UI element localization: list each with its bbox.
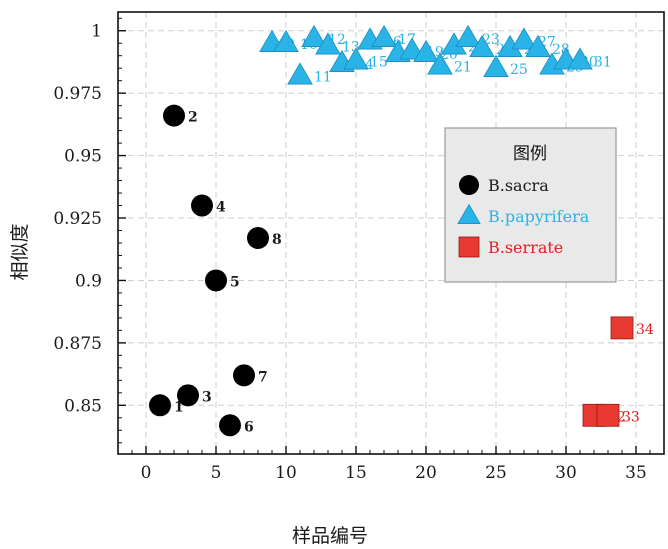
legend-square-swatch — [458, 236, 480, 258]
x-tick-label: 30 — [555, 463, 577, 483]
circle-point — [205, 269, 227, 292]
triangle-point — [511, 27, 537, 50]
point-label: 3 — [202, 389, 212, 405]
legend-items: B.sacra B.papyrifera B.serrate — [457, 175, 590, 258]
point-label: 8 — [272, 232, 282, 248]
y-tick-label: 1 — [91, 22, 102, 42]
circle-point — [163, 104, 185, 127]
data-marks: 1234567891011121314151617181920212223242… — [149, 24, 654, 437]
x-tick-label: 15 — [345, 463, 367, 483]
legend: 图例 B.sacra B.papyrifera B.serrate — [444, 127, 617, 283]
point-label: 15 — [370, 55, 388, 71]
point-label: 33 — [622, 409, 640, 425]
circle-point — [247, 226, 269, 249]
triangle-point — [301, 24, 327, 47]
circle-point — [149, 394, 171, 417]
triangle-point — [413, 39, 439, 62]
triangle-point — [273, 29, 299, 52]
series-b-serrate: 323334 — [582, 316, 654, 427]
point-label: 2 — [188, 110, 198, 126]
triangle-point — [343, 47, 369, 70]
x-axis-title: 样品编号 — [292, 525, 368, 547]
triangle-point — [525, 34, 551, 57]
point-label: 5 — [230, 274, 240, 290]
y-tick-label: 0.9 — [75, 271, 102, 291]
y-tick-label: 0.975 — [53, 84, 102, 104]
legend-title: 图例 — [513, 144, 547, 164]
triangle-point — [483, 54, 509, 77]
triangle-point — [427, 52, 453, 75]
point-label: 25 — [510, 62, 528, 78]
square-point — [610, 316, 634, 340]
y-tick-label: 0.875 — [53, 334, 102, 354]
plot-area — [117, 11, 665, 455]
triangle-point — [315, 32, 341, 55]
triangle-point — [567, 47, 593, 70]
square-point — [596, 403, 620, 427]
point-label: 4 — [216, 200, 226, 216]
series-b-papyrifera: 9101112131415161718192021222324252627282… — [259, 24, 612, 86]
x-tick-label: 5 — [211, 463, 222, 483]
triangle-point — [455, 24, 481, 47]
point-label: 11 — [314, 70, 332, 86]
y-tick-label: 0.85 — [64, 396, 102, 416]
point-label: 1 — [174, 399, 184, 415]
y-axis-title: 相似度 — [9, 223, 31, 280]
axis-ticks: 0 5 10 15 20 25 30 350.850.8750.90.9250.950.975… — [53, 17, 665, 483]
legend-triangle-swatch — [457, 203, 481, 225]
series-b-sacra: 1 2 3 4 5 6 7 8 — [149, 104, 282, 437]
y-tick-label: 0.925 — [53, 209, 102, 229]
x-tick-label: 10 — [275, 463, 297, 483]
triangle-point — [287, 62, 313, 85]
triangle-point — [469, 34, 495, 57]
point-label: 21 — [454, 60, 472, 76]
point-label: 7 — [258, 369, 268, 385]
x-tick-label: 35 — [625, 463, 647, 483]
legend-circle-swatch — [459, 175, 479, 195]
x-tick-label: 20 — [415, 463, 437, 483]
triangle-point — [371, 24, 397, 47]
point-label: 6 — [244, 419, 254, 435]
circle-point — [177, 384, 199, 407]
circle-point — [219, 414, 241, 437]
x-tick-label: 25 — [485, 463, 507, 483]
point-label: 34 — [636, 322, 654, 338]
legend-label: B.serrate — [488, 238, 563, 257]
y-tick-label: 0.95 — [64, 147, 102, 167]
point-label: 31 — [594, 55, 612, 71]
legend-label: B.sacra — [488, 176, 549, 195]
x-tick-label: 0 — [141, 463, 152, 483]
circle-point — [191, 194, 213, 217]
circle-point — [233, 364, 255, 387]
legend-label: B.papyrifera — [488, 207, 590, 226]
